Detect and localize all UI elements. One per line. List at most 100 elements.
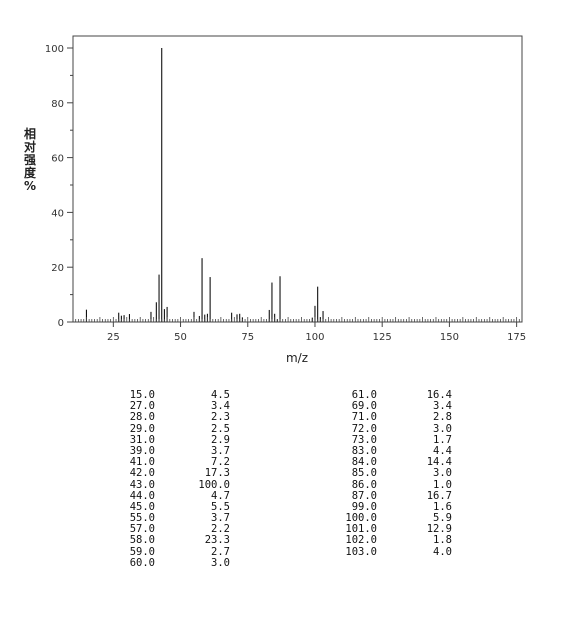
x-tick-label: 50 — [174, 332, 187, 343]
mass-spectrum-chart: 25 50 75 100 125 150 175 0 20 40 60 80 100 m/z 相对强度… — [24, 35, 526, 365]
peak-abundance: 1.7 — [433, 433, 452, 446]
peak-table-row: 99.0 1.6 — [322, 500, 452, 513]
peak-mz: 44.0 — [129, 489, 155, 502]
peak-mz: 102.0 — [345, 534, 377, 547]
peak-table-row: 85.0 3.0 — [322, 468, 452, 479]
peak-abundance: 2.3 — [211, 411, 230, 424]
peak-abundance: 2.9 — [211, 433, 230, 446]
y-axis-title-char: 对 — [24, 139, 36, 154]
peak-table-row: 57.0 2.2 — [100, 524, 230, 535]
peak-table-row: 42.0 17.3 — [100, 468, 230, 479]
peak-table-row: 45.0 5.5 — [100, 500, 230, 513]
peak-table-row: 103.0 4.0 — [322, 545, 452, 558]
y-axis: 0 20 40 60 80 100 — [45, 44, 73, 329]
peak-abundance: 23.3 — [204, 534, 230, 547]
peak-mz: 28.0 — [129, 411, 155, 424]
peak-abundance: 100.0 — [198, 478, 230, 491]
peak-mz: 84.0 — [351, 456, 377, 469]
peak-abundance: 3.4 — [211, 400, 230, 413]
y-tick-label: 40 — [51, 208, 64, 219]
peak-table-row: 61.0 16.4 — [322, 389, 452, 401]
y-axis-title-char: 相 — [24, 126, 36, 141]
peak-mz: 71.0 — [351, 411, 377, 424]
peak-abundance: 3.4 — [433, 400, 452, 413]
peak-mz: 55.0 — [129, 512, 155, 525]
peak-mz: 59.0 — [129, 545, 155, 558]
peak-table-row: 15.0 4.5 — [100, 389, 230, 401]
peak-mz: 31.0 — [129, 433, 155, 446]
peak-mz: 61.0 — [351, 389, 377, 401]
peak-abundance: 7.2 — [211, 456, 230, 469]
peak-table-row: 31.0 2.9 — [100, 433, 230, 446]
peak-table-row: 43.0 100.0 — [100, 478, 230, 491]
peak-abundance: 3.7 — [211, 512, 230, 525]
y-axis-title-char: 强 — [24, 153, 36, 167]
peak-table-row: 59.0 2.7 — [100, 545, 230, 558]
peak-table-row: 73.0 1.7 — [322, 433, 452, 446]
peak-abundance: 1.6 — [433, 500, 452, 513]
y-tick-label: 20 — [51, 263, 64, 274]
peak-abundance: 12.9 — [426, 523, 452, 536]
peak-mz: 73.0 — [351, 433, 377, 446]
peak-mz: 86.0 — [351, 478, 377, 491]
peak-mz: 57.0 — [129, 523, 155, 536]
peak-mz: 45.0 — [129, 500, 155, 513]
peak-mz: 101.0 — [345, 523, 377, 536]
peak-abundance: 1.8 — [433, 534, 452, 547]
peak-mz: 83.0 — [351, 444, 377, 457]
y-tick-label: 0 — [58, 318, 64, 329]
peak-abundance: 2.7 — [211, 545, 230, 558]
peak-table-row: 102.0 1.8 — [322, 535, 452, 546]
x-tick-label: 150 — [440, 332, 459, 343]
peak-table-row: 100.0 5.9 — [322, 512, 452, 525]
peak-mz: 72.0 — [351, 422, 377, 435]
peak-table-row: 58.0 23.3 — [100, 535, 230, 546]
peak-abundance: 4.4 — [433, 444, 452, 457]
peak-mz: 103.0 — [345, 545, 377, 558]
peak-abundance: 5.5 — [211, 500, 230, 513]
x-tick-label: 25 — [107, 332, 120, 343]
peak-table-row: 29.0 2.5 — [100, 422, 230, 435]
peak-abundance: 16.4 — [426, 389, 452, 401]
y-tick-label: 100 — [45, 44, 64, 55]
peak-abundance: 3.0 — [433, 422, 452, 435]
peak-mz: 29.0 — [129, 422, 155, 435]
peak-mz: 100.0 — [345, 512, 377, 525]
peak-abundance: 4.7 — [211, 489, 230, 502]
peak-abundance: 14.4 — [426, 456, 452, 469]
peak-mz: 85.0 — [351, 467, 377, 480]
peak-table-row: 27.0 3.4 — [100, 400, 230, 413]
y-tick-label: 60 — [51, 154, 64, 165]
peak-abundance: 17.3 — [204, 467, 230, 480]
peak-mz: 58.0 — [129, 534, 155, 547]
peak-table-row: 86.0 1.0 — [322, 478, 452, 491]
peak-mz: 42.0 — [129, 467, 155, 480]
x-tick-label: 100 — [305, 332, 324, 343]
peak-abundance: 2.8 — [433, 411, 452, 424]
y-tick-label: 80 — [51, 99, 64, 110]
peak-table-row: 69.0 3.4 — [322, 400, 452, 413]
peak-table-row: 87.0 16.7 — [322, 489, 452, 502]
plot-frame — [72, 35, 523, 323]
x-tick-label: 175 — [507, 332, 526, 343]
peak-abundance: 1.0 — [433, 478, 452, 491]
peak-abundance: 4.5 — [211, 389, 230, 401]
peak-table-row: 44.0 4.7 — [100, 489, 230, 502]
peak-abundance: 3.0 — [211, 556, 230, 569]
peak-mz: 87.0 — [351, 489, 377, 502]
x-axis: 25 50 75 100 125 150 175 — [72, 317, 526, 343]
x-tick-label: 125 — [373, 332, 392, 343]
peak-table-row: 84.0 14.4 — [322, 456, 452, 469]
peak-table-row: 41.0 7.2 — [100, 456, 230, 469]
peak-mz: 69.0 — [351, 400, 377, 413]
peak-mz: 43.0 — [129, 478, 155, 491]
y-axis-title: 相对强度% — [24, 126, 37, 193]
peak-mz: 27.0 — [129, 400, 155, 413]
peak-table-row: 55.0 3.7 — [100, 512, 230, 525]
x-axis-title: m/z — [286, 351, 308, 365]
peak-table-left: 15.0 4.5 27.0 3.4 28.0 2.3 29.0 2.5 31.0 2.9 39.0 3… — [100, 389, 230, 569]
peak-table-row: 72.0 3.0 — [322, 422, 452, 435]
y-axis-title-char: 度 — [24, 165, 37, 180]
peak-mz: 41.0 — [129, 456, 155, 469]
peak-abundance: 3.7 — [211, 444, 230, 457]
